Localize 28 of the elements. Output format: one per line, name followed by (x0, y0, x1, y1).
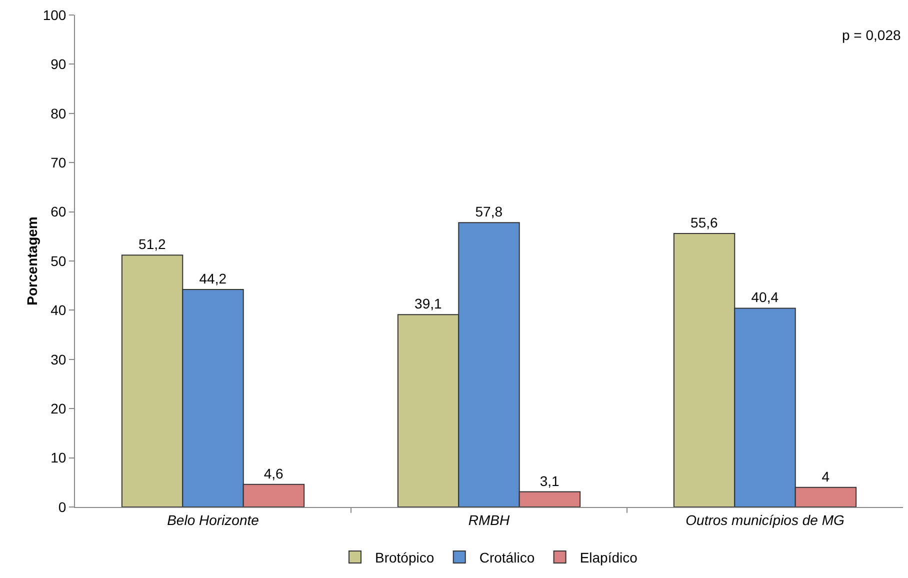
y-tick-label: 70 (50, 154, 66, 170)
y-tick-label: 80 (50, 105, 66, 122)
legend-label: Crotálico (479, 550, 535, 566)
y-axis-title: Porcentagem (24, 216, 40, 306)
data-label: 4,6 (264, 465, 284, 482)
y-tick-label: 10 (50, 450, 66, 466)
x-tick-label: Outros municípios de MG (686, 512, 844, 528)
x-tick-label: Belo Horizonte (167, 512, 260, 528)
y-tick-label: 50 (50, 252, 66, 269)
data-label: 4 (822, 468, 830, 484)
y-tick-label: 90 (50, 56, 66, 72)
y-tick-label: 100 (42, 6, 66, 23)
annotation: p = 0,028 (842, 27, 901, 43)
legend-label: Elapídico (580, 550, 638, 566)
y-tick-label: 60 (50, 204, 66, 220)
x-tick-label: RMBH (468, 512, 510, 528)
data-label: 40,4 (751, 289, 779, 306)
data-label: 51,2 (138, 236, 166, 252)
data-label: 55,6 (690, 214, 718, 230)
y-tick-label: 40 (50, 302, 66, 318)
y-tick-label: 0 (58, 498, 66, 515)
data-label: 3,1 (540, 472, 560, 489)
data-label: 39,1 (414, 296, 442, 312)
y-tick-label: 30 (50, 351, 66, 368)
data-label: 44,2 (199, 270, 227, 287)
legend-label: Brotópico (375, 550, 434, 566)
y-tick-label: 20 (50, 400, 66, 416)
data-label: 57,8 (475, 204, 503, 220)
